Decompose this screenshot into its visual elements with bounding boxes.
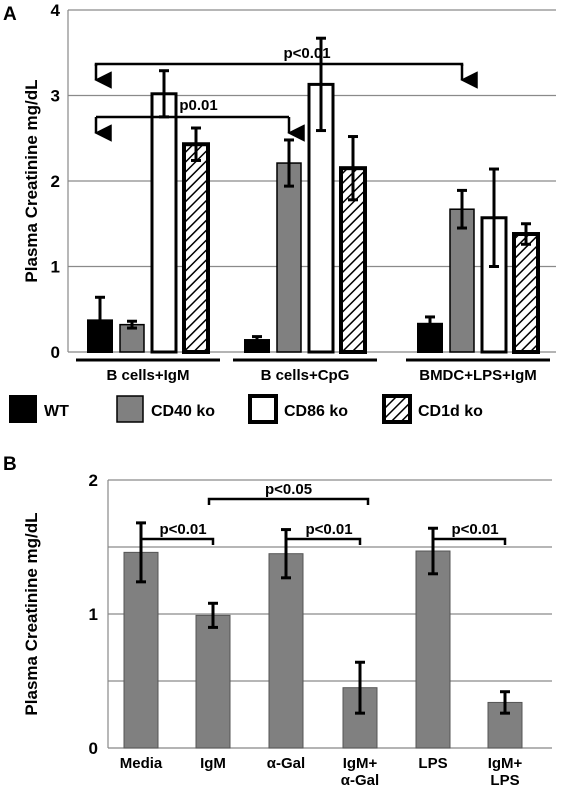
panel-a-chart: 0 1 2 3 4 Plasma Creatinine mg/dL B cells+IgM B…	[9, 1, 556, 424]
legend-label: CD86 ko	[284, 403, 348, 420]
p-value-label: p<0.01	[159, 521, 206, 538]
y-tick-label: 4	[51, 1, 61, 20]
bar-cd86-ko	[150, 92, 178, 354]
x-category-label: B cells+IgM	[107, 367, 190, 384]
x-category-label: IgM	[200, 755, 226, 772]
significance-bracket	[139, 537, 215, 545]
significance-bracket	[207, 497, 370, 505]
p-value-label: p0.01	[179, 97, 217, 114]
y-tick-label: 0	[51, 343, 60, 362]
x-category-label: IgM+	[343, 755, 378, 772]
legend-swatch-cd86-ko	[248, 394, 278, 424]
p-value-label: p<0.05	[265, 481, 312, 498]
p-value-label: p<0.01	[305, 521, 352, 538]
panel-a-label: A	[3, 4, 17, 25]
bar	[415, 550, 451, 749]
bar	[268, 553, 304, 749]
x-category-label: α-Gal	[267, 755, 305, 772]
y-tick-label: 2	[89, 471, 98, 490]
significance-bracket	[94, 62, 464, 66]
bar-cd40-ko	[276, 162, 302, 353]
x-category-label: LPS	[490, 772, 519, 789]
bar-cd40-ko	[449, 208, 475, 353]
y-axis-label: Plasma Creatinine mg/dL	[22, 512, 41, 715]
y-tick-label: 3	[51, 87, 60, 106]
bar-cd1d-ko	[512, 232, 540, 354]
y-tick-label: 0	[89, 739, 98, 758]
bar-cd1d-ko	[182, 142, 210, 354]
x-category-label: α-Gal	[341, 772, 379, 789]
significance-bracket	[431, 537, 507, 545]
x-category-label: LPS	[418, 755, 447, 772]
bar-cd86-ko	[480, 216, 508, 354]
p-value-label: p<0.01	[451, 521, 498, 538]
x-category-label: B cells+CpG	[261, 367, 350, 384]
panel-b-label: B	[3, 454, 17, 475]
x-category-label: BMDC+LPS+IgM	[419, 367, 537, 384]
y-tick-label: 1	[89, 605, 98, 624]
legend-swatch-cd40-ko	[116, 395, 144, 423]
x-category-label: IgM+	[488, 755, 523, 772]
legend-label: WT	[44, 403, 69, 420]
significance-bracket	[284, 537, 362, 545]
x-category-label: Media	[120, 755, 163, 772]
legend-swatch-cd1d-ko	[382, 394, 412, 424]
y-axis-label: Plasma Creatinine mg/dL	[22, 79, 41, 282]
y-tick-label: 1	[51, 258, 60, 277]
y-tick-label: 2	[51, 172, 60, 191]
legend-label: CD1d ko	[418, 403, 483, 420]
legend-label: CD40 ko	[151, 403, 215, 420]
bar	[195, 614, 231, 749]
p-value-label: p<0.01	[283, 45, 330, 62]
legend-swatch-wt	[9, 395, 37, 423]
